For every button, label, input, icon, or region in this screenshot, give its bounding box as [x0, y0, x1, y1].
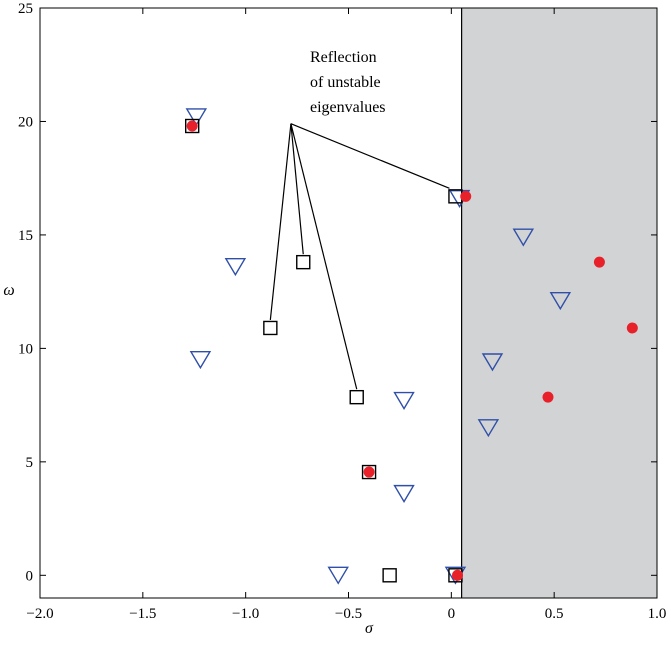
- circle-marker: [460, 190, 472, 202]
- y-axis-label: ω: [3, 282, 14, 299]
- annotation-leader-line: [290, 123, 358, 390]
- data-markers: [184, 108, 638, 585]
- unstable-region: [461, 8, 657, 598]
- circle-marker: [186, 120, 198, 132]
- x-tick-label: −1.5: [129, 606, 156, 622]
- square-marker: [184, 118, 200, 134]
- y-tick-label: 5: [26, 455, 34, 471]
- x-tick-label: −2.0: [26, 606, 53, 622]
- triangle-marker: [224, 257, 247, 277]
- triangle-marker: [512, 228, 535, 247]
- triangle-marker: [549, 292, 572, 311]
- circle-marker: [626, 322, 638, 334]
- triangle-marker: [189, 351, 212, 370]
- y-tick-label: 0: [26, 568, 34, 584]
- x-tick-label: 0.5: [545, 606, 564, 622]
- circle-marker: [452, 569, 464, 581]
- square-marker: [263, 320, 278, 336]
- circle-marker: [542, 391, 554, 403]
- annotation-leaders: [269, 123, 450, 390]
- axis-ticks: −2.0 −1.5 −1.0 −0.5 0 0.5 1.0 0 5 10 15 20 25: [18, 1, 666, 622]
- annotation-line-3: eigenvalues: [310, 99, 386, 116]
- annotation-line-1: Reflection: [310, 49, 377, 66]
- annotation-leader-line: [290, 123, 304, 255]
- circle-marker: [363, 466, 375, 478]
- circle-marker: [593, 256, 605, 268]
- triangle-marker: [393, 484, 415, 503]
- x-tick-label: 1.0: [648, 606, 667, 622]
- triangle-marker: [327, 566, 349, 585]
- x-tick-label: 0: [448, 606, 456, 622]
- square-marker: [361, 464, 377, 480]
- square-marker: [349, 389, 364, 405]
- square-marker: [382, 568, 397, 583]
- x-axis-label: σ: [365, 620, 374, 637]
- y-tick-label: 25: [18, 1, 33, 17]
- y-tick-label: 10: [18, 341, 33, 357]
- triangle-marker: [393, 391, 415, 410]
- x-tick-label: −0.5: [335, 606, 362, 622]
- square-marker: [296, 254, 311, 270]
- annotation-leader-line: [269, 123, 292, 321]
- triangle-marker: [477, 419, 500, 438]
- y-tick-label: 20: [18, 114, 33, 130]
- annotation-leader-line: [290, 123, 450, 189]
- triangle-marker: [185, 108, 208, 127]
- annotation-line-2: of unstable: [310, 74, 381, 91]
- y-tick-label: 15: [18, 228, 33, 244]
- triangle-marker: [481, 353, 504, 372]
- x-tick-label: −1.0: [232, 606, 259, 622]
